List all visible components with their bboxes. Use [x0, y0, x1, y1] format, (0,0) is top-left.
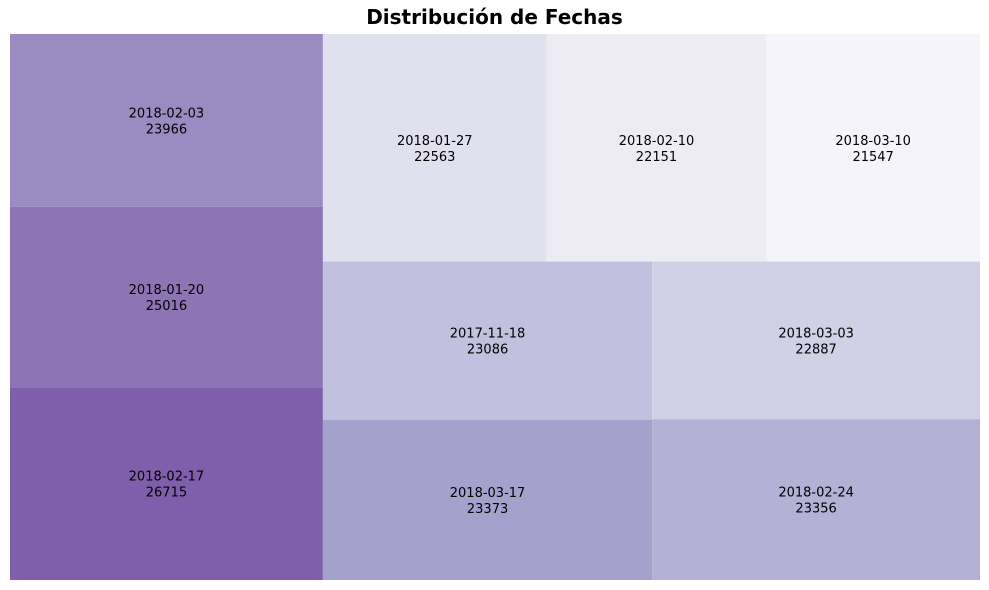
- cell-date-label: 2018-03-03: [778, 326, 854, 341]
- chart-title: Distribución de Fechas: [366, 5, 623, 29]
- treemap-rect: [546, 34, 767, 262]
- cell-date-label: 2018-02-10: [619, 134, 695, 149]
- cell-value-label: 26715: [146, 486, 187, 501]
- cell-value-label: 22563: [414, 150, 455, 165]
- treemap-rect: [652, 419, 980, 580]
- treemap-rect: [322, 261, 653, 420]
- treemap-rect: [322, 34, 547, 262]
- cell-value-label: 22887: [795, 342, 836, 357]
- treemap-rect: [10, 34, 323, 207]
- cell-date-label: 2018-03-17: [450, 486, 526, 501]
- cell-value-label: 23373: [467, 502, 508, 517]
- treemap-rect: [322, 419, 653, 580]
- cell-date-label: 2018-02-17: [129, 470, 205, 485]
- cell-date-label: 2018-01-20: [129, 283, 205, 298]
- cell-value-label: 22151: [636, 150, 677, 165]
- cell-date-label: 2018-02-03: [129, 106, 205, 121]
- cell-date-label: 2017-11-18: [450, 327, 526, 342]
- treemap-rect: [10, 387, 323, 580]
- cell-value-label: 23356: [795, 502, 836, 517]
- cell-date-label: 2018-03-10: [835, 134, 911, 149]
- cell-value-label: 23966: [146, 122, 187, 137]
- treemap-rect: [766, 34, 980, 262]
- cell-value-label: 23086: [467, 343, 508, 358]
- cell-value-label: 25016: [146, 299, 187, 314]
- cell-date-label: 2018-02-24: [778, 486, 854, 501]
- cell-date-label: 2018-01-27: [397, 134, 473, 149]
- treemap-rect: [10, 206, 323, 388]
- treemap-rect: [652, 261, 980, 420]
- cell-value-label: 21547: [852, 150, 893, 165]
